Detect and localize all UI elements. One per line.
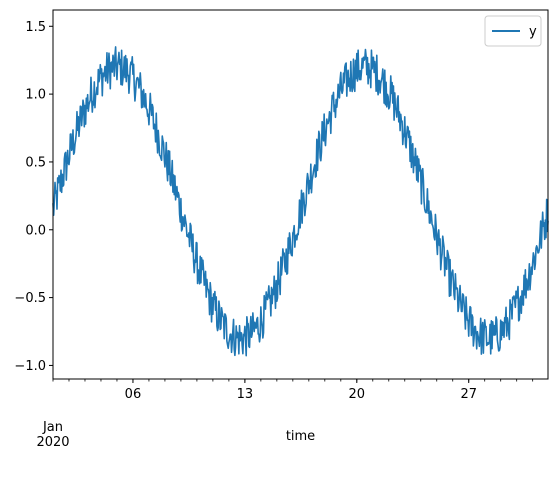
x-tick-label: 06 — [125, 387, 142, 402]
axes-frame — [52, 9, 549, 380]
x-axis: 06 13 20 27 — [52, 379, 534, 402]
x-tick-label: 13 — [237, 387, 254, 402]
x-tick-label: 27 — [460, 387, 477, 402]
y-tick-label: 0.5 — [25, 155, 46, 170]
x-axis-title: time — [286, 429, 315, 444]
y-tick-label: 1.5 — [25, 20, 46, 35]
y-tick-label: −0.5 — [14, 291, 46, 306]
series-line-y — [52, 46, 549, 357]
y-axis: −1.0 −0.5 0.0 0.5 1.0 1.5 — [14, 20, 53, 374]
x-axis-year-label: 2020 — [36, 435, 69, 450]
plot-area — [52, 46, 549, 357]
y-tick-label: 0.0 — [25, 223, 46, 238]
y-tick-label: −1.0 — [14, 359, 46, 374]
legend: y — [484, 15, 542, 47]
legend-label-y: y — [529, 25, 537, 40]
x-tick-label: 20 — [349, 387, 366, 402]
y-tick-label: 1.0 — [25, 88, 46, 103]
x-axis-month-label: Jan — [42, 420, 63, 435]
